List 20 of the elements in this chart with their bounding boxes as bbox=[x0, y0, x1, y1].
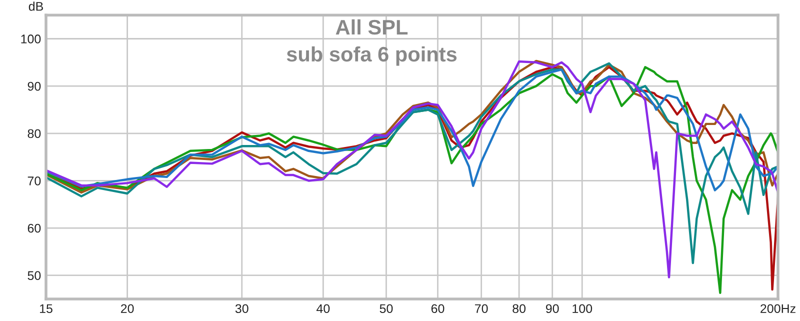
y-tick-label: 70 bbox=[28, 176, 41, 186]
y-tick-label: 60 bbox=[28, 224, 41, 233]
chart-title: All SPL bbox=[336, 19, 408, 35]
x-tick-label: 200Hz bbox=[760, 304, 796, 314]
y-tick-label: 90 bbox=[28, 82, 41, 91]
x-tick-label: 20 bbox=[120, 304, 134, 314]
y-axis-title: dB bbox=[28, 2, 43, 11]
x-tick-label: 100 bbox=[572, 304, 592, 314]
x-tick-label: 70 bbox=[475, 304, 488, 314]
x-tick-label: 60 bbox=[431, 304, 444, 314]
x-tick-label: 30 bbox=[235, 304, 248, 314]
y-tick-label: 80 bbox=[28, 129, 41, 138]
x-tick-label: 80 bbox=[512, 304, 526, 314]
x-tick-label: 40 bbox=[316, 304, 330, 314]
x-tick-label: 50 bbox=[380, 304, 393, 314]
y-tick-label: 50 bbox=[28, 271, 41, 280]
y-tick-label: 100 bbox=[21, 34, 41, 44]
text: sub sofa 6 points bbox=[286, 46, 457, 66]
x-tick-label: 15 bbox=[40, 304, 52, 314]
x-tick-label: 90 bbox=[546, 304, 559, 314]
